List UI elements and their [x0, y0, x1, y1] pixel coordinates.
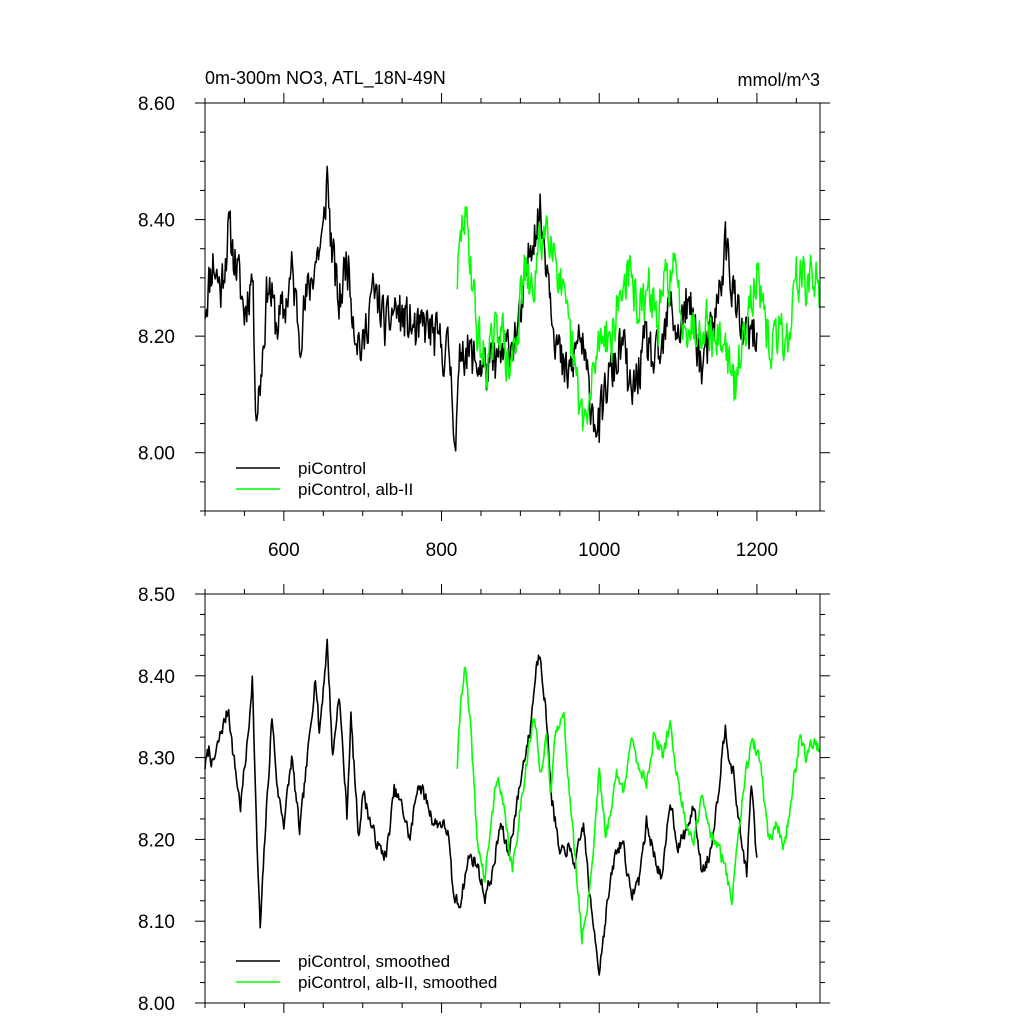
x-tick-label: 1200 — [736, 540, 778, 561]
legend-label-picontrol-alb-ii: piControl, alb-II — [298, 480, 413, 499]
x-tick-label: 1000 — [578, 540, 620, 561]
top-axis-layer: 600 800 1000 1200 8.00 8.20 8.40 8.60 — [138, 93, 830, 561]
bottom-legend: piControl, smoothed piControl, alb-II, s… — [236, 952, 497, 992]
series-line-picontrol — [204, 165, 758, 452]
y-tick-label: 8.20 — [138, 327, 175, 348]
plot-frame — [204, 593, 821, 1004]
y-tick-label: 8.30 — [138, 749, 175, 770]
top-chart-title: 0m-300m NO3, ATL_18N-49N — [205, 68, 446, 89]
y-tick-label: 8.00 — [138, 994, 175, 1015]
top-series-layer — [204, 165, 821, 452]
legend-label-picontrol: piControl — [298, 459, 366, 478]
series-line-picontrol-alb-ii — [456, 206, 821, 432]
y-tick-label: 8.50 — [138, 585, 175, 606]
x-tick-label: 600 — [268, 540, 300, 561]
y-tick-label: 8.40 — [138, 667, 175, 688]
series-line-picontrol-alb-ii — [456, 666, 821, 945]
top-legend: piControl piControl, alb-II — [236, 459, 413, 499]
x-tick-label: 800 — [426, 540, 458, 561]
top-chart-units: mmol/m^3 — [738, 70, 820, 90]
y-tick-label: 8.40 — [138, 211, 175, 232]
y-tick-label: 8.20 — [138, 830, 175, 851]
series-line-picontrol — [204, 638, 758, 976]
bottom-panel: 8.00 8.10 8.20 8.30 8.40 8.50 piControl, smoo… — [138, 584, 830, 1015]
y-tick-label: 8.60 — [138, 94, 175, 115]
y-tick-label: 8.00 — [138, 444, 175, 465]
y-tick-label: 8.10 — [138, 912, 175, 933]
legend-label-picontrol-smoothed: piControl, smoothed — [298, 952, 450, 971]
bottom-series-layer — [204, 638, 821, 976]
bottom-axis-layer: 8.00 8.10 8.20 8.30 8.40 8.50 — [138, 584, 830, 1015]
top-panel: 0m-300m NO3, ATL_18N-49N mmol/m^3 600 800… — [138, 68, 830, 561]
legend-label-picontrol-alb-ii-smoothed: piControl, alb-II, smoothed — [298, 973, 497, 992]
